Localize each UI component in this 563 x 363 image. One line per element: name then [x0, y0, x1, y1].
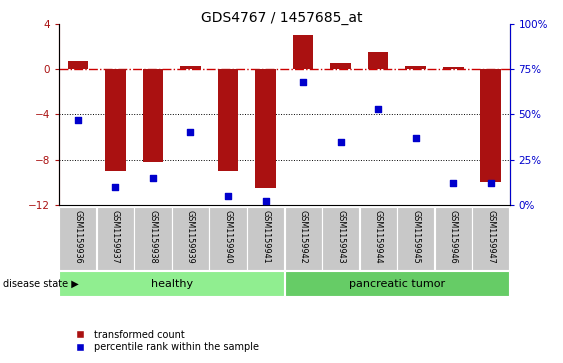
Point [73, 117, 82, 123]
Bar [142, 69, 163, 162]
Bar [405, 66, 426, 69]
Text: GSM1159936: GSM1159936 [73, 210, 82, 264]
Point [111, 184, 120, 190]
Bar [59, 271, 284, 296]
Text: GSM1159941: GSM1159941 [261, 210, 270, 264]
Bar [435, 207, 472, 270]
Text: GSM1159942: GSM1159942 [298, 210, 307, 264]
Bar [330, 63, 351, 69]
Bar [397, 207, 434, 270]
Bar [105, 69, 126, 171]
Bar [472, 207, 510, 270]
Text: GDS4767 / 1457685_at: GDS4767 / 1457685_at [201, 11, 362, 25]
Bar [180, 66, 201, 69]
Point [149, 175, 158, 181]
Bar [172, 207, 209, 270]
Bar [209, 207, 247, 270]
Bar [293, 35, 314, 69]
Bar [443, 67, 463, 69]
Legend: transformed count, percentile rank within the sample: transformed count, percentile rank withi… [67, 326, 263, 356]
Point [374, 106, 383, 112]
Text: GSM1159945: GSM1159945 [411, 210, 420, 264]
Bar [284, 271, 510, 296]
Point [298, 79, 307, 85]
Bar [368, 52, 388, 69]
Text: disease state ▶: disease state ▶ [3, 278, 79, 289]
Bar [97, 207, 134, 270]
Point [224, 193, 233, 199]
Bar [360, 207, 397, 270]
Point [411, 135, 420, 141]
Text: pancreatic tumor: pancreatic tumor [349, 278, 445, 289]
Text: GSM1159939: GSM1159939 [186, 210, 195, 264]
Text: GSM1159938: GSM1159938 [149, 210, 158, 264]
Bar [247, 207, 284, 270]
Bar [218, 69, 238, 171]
Bar [322, 207, 359, 270]
Bar [284, 207, 321, 270]
Text: GSM1159943: GSM1159943 [336, 210, 345, 264]
Bar [68, 61, 88, 69]
Text: GSM1159940: GSM1159940 [224, 210, 233, 264]
Text: healthy: healthy [151, 278, 193, 289]
Bar [480, 69, 501, 182]
Text: GSM1159944: GSM1159944 [374, 210, 383, 264]
Bar [255, 69, 276, 188]
Point [449, 180, 458, 186]
Point [261, 199, 270, 204]
Text: GSM1159937: GSM1159937 [111, 210, 120, 264]
Point [186, 130, 195, 135]
Bar [59, 207, 96, 270]
Point [336, 139, 345, 144]
Text: GSM1159947: GSM1159947 [486, 210, 495, 264]
Point [486, 180, 495, 186]
Text: GSM1159946: GSM1159946 [449, 210, 458, 264]
Bar [135, 207, 172, 270]
